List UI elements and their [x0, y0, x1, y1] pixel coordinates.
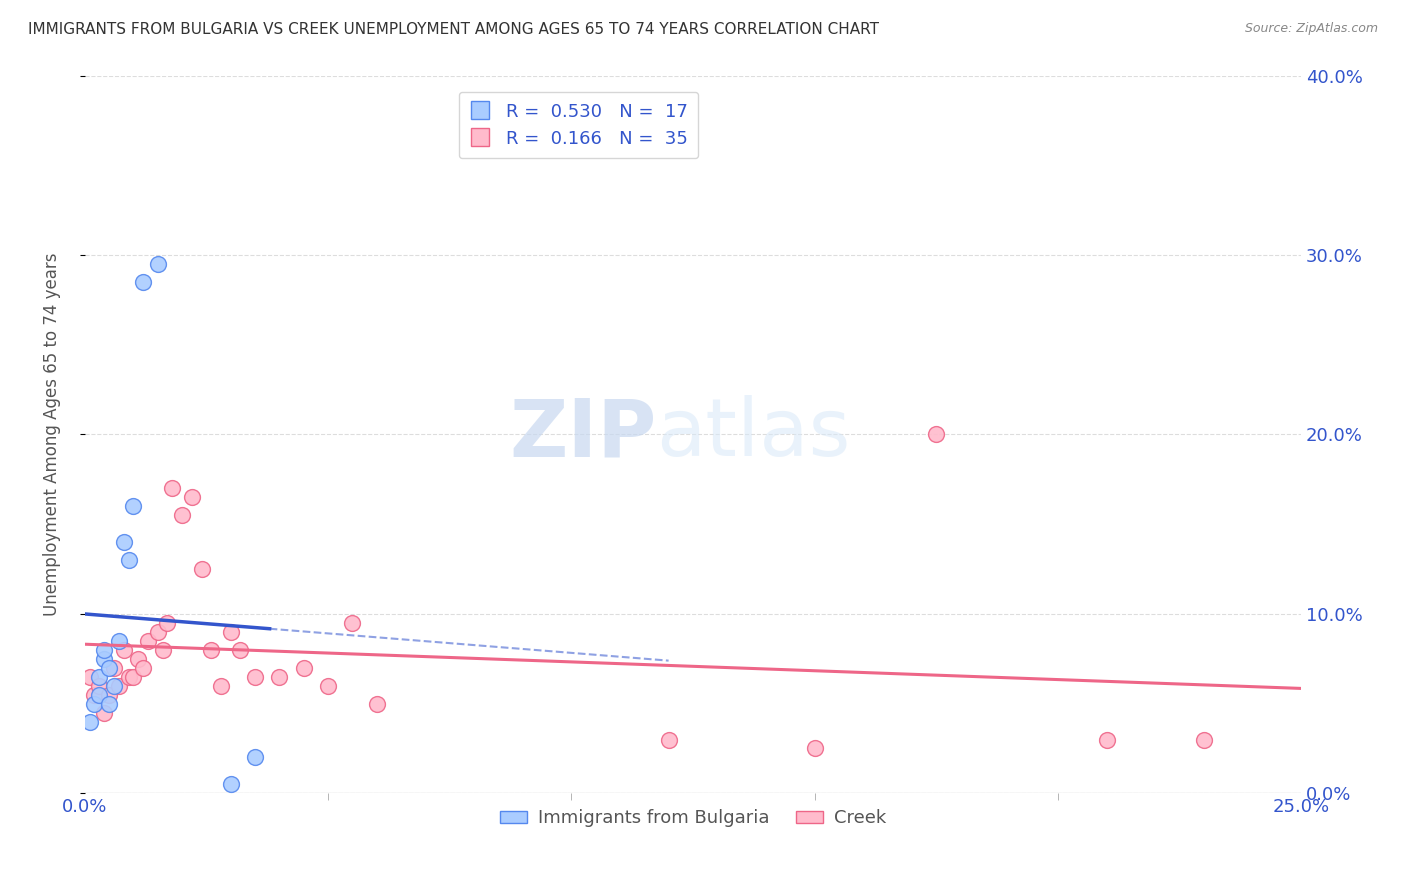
Point — [316, 679, 339, 693]
Point — [209, 679, 232, 693]
Point — [219, 624, 242, 639]
Point — [107, 679, 129, 693]
Point — [803, 741, 825, 756]
Text: atlas: atlas — [657, 395, 851, 474]
Point — [98, 688, 121, 702]
Point — [79, 714, 101, 729]
Point — [146, 624, 169, 639]
Point — [342, 615, 364, 630]
Point — [127, 652, 149, 666]
Point — [122, 670, 145, 684]
Point — [98, 697, 121, 711]
Point — [243, 670, 266, 684]
Point — [112, 535, 135, 549]
Point — [190, 562, 212, 576]
Point — [132, 275, 155, 289]
Point — [219, 777, 242, 791]
Point — [89, 670, 111, 684]
Legend: Immigrants from Bulgaria, Creek: Immigrants from Bulgaria, Creek — [492, 802, 893, 835]
Point — [146, 257, 169, 271]
Y-axis label: Unemployment Among Ages 65 to 74 years: Unemployment Among Ages 65 to 74 years — [44, 252, 60, 616]
Point — [89, 688, 111, 702]
Text: Source: ZipAtlas.com: Source: ZipAtlas.com — [1244, 22, 1378, 36]
Point — [103, 679, 125, 693]
Point — [93, 652, 115, 666]
Point — [122, 500, 145, 514]
Point — [162, 481, 184, 495]
Point — [112, 642, 135, 657]
Point — [170, 508, 193, 523]
Point — [117, 670, 139, 684]
Point — [658, 732, 681, 747]
Point — [132, 661, 155, 675]
Point — [1192, 732, 1215, 747]
Point — [79, 670, 101, 684]
Point — [243, 750, 266, 764]
Point — [103, 661, 125, 675]
Point — [292, 661, 315, 675]
Point — [229, 642, 252, 657]
Point — [200, 642, 222, 657]
Point — [156, 615, 179, 630]
Text: IMMIGRANTS FROM BULGARIA VS CREEK UNEMPLOYMENT AMONG AGES 65 TO 74 YEARS CORRELA: IMMIGRANTS FROM BULGARIA VS CREEK UNEMPL… — [28, 22, 879, 37]
Point — [136, 633, 159, 648]
Point — [152, 642, 174, 657]
Point — [117, 553, 139, 567]
Point — [93, 642, 115, 657]
Point — [180, 490, 202, 504]
Point — [83, 688, 105, 702]
Point — [107, 633, 129, 648]
Point — [1095, 732, 1118, 747]
Point — [98, 661, 121, 675]
Point — [366, 697, 388, 711]
Point — [925, 427, 948, 442]
Point — [83, 697, 105, 711]
Point — [93, 706, 115, 720]
Point — [269, 670, 291, 684]
Point — [89, 679, 111, 693]
Text: ZIP: ZIP — [509, 395, 657, 474]
